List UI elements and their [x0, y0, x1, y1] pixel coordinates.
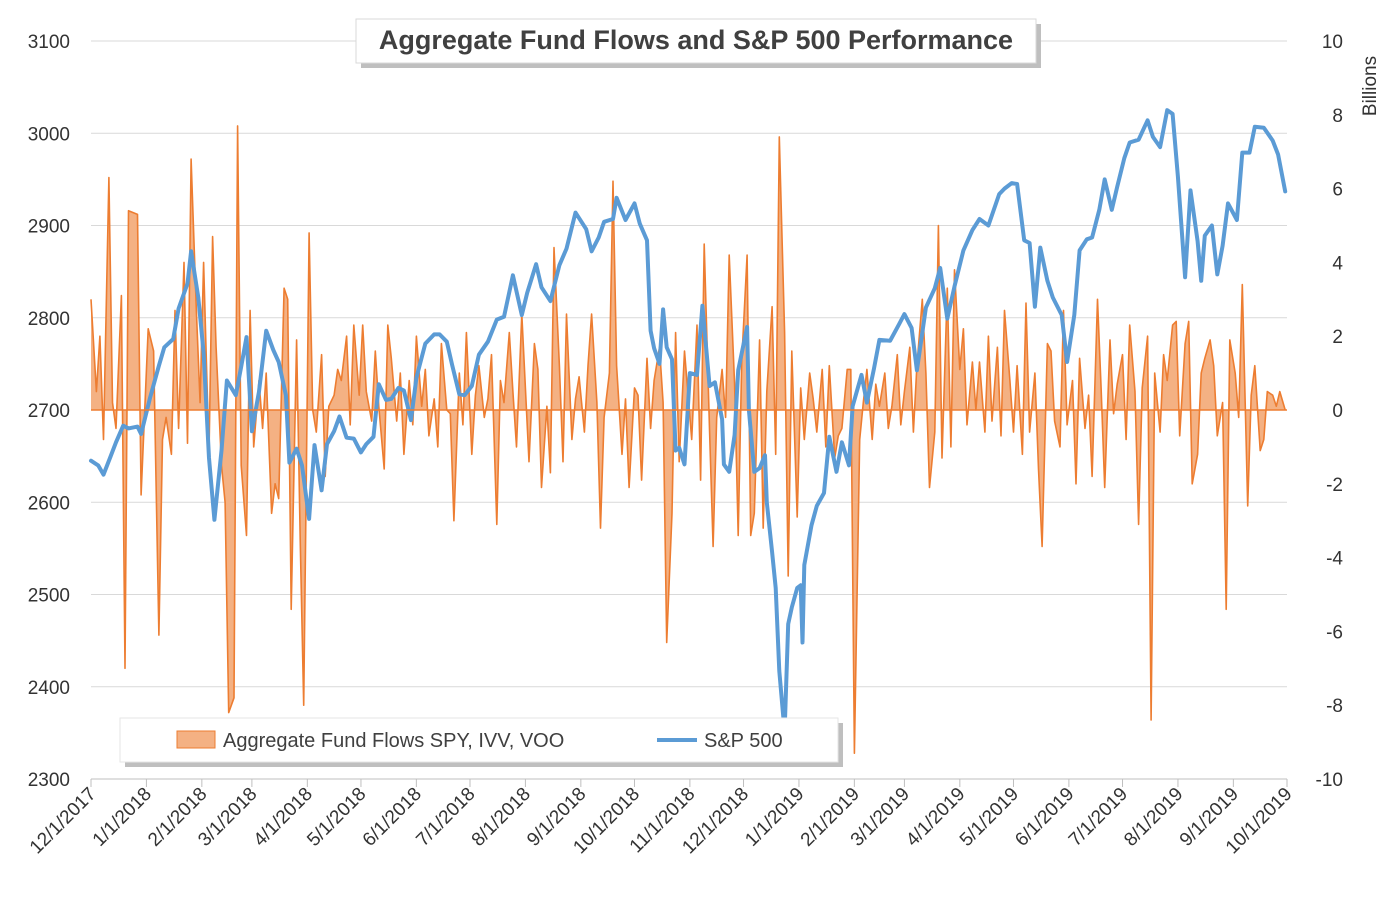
left-tick-label: 2800	[28, 309, 70, 330]
right-tick-label: -10	[1316, 770, 1343, 791]
right-tick-label: 8	[1332, 106, 1343, 127]
right-tick-label: 10	[1322, 32, 1343, 53]
right-tick-label: -6	[1326, 622, 1343, 643]
left-tick-label: 2600	[28, 493, 70, 514]
x-tick-label: 5/1/2019	[956, 784, 1023, 851]
sp500-line	[89, 108, 1288, 734]
x-tick-label: 4/1/2019	[902, 784, 969, 851]
x-tick-label: 1/1/2018	[89, 784, 156, 851]
x-tick-label: 8/1/2019	[1120, 784, 1187, 851]
legend-swatch-fund-flows	[176, 730, 216, 749]
right-tick-label: -2	[1326, 475, 1343, 496]
fund-flows-line	[90, 125, 1286, 755]
left-tick-label: 3100	[28, 32, 70, 53]
right-axis-title: Billions	[1360, 56, 1381, 116]
x-tick-label: 12/1/2017	[26, 784, 101, 859]
left-tick-label: 2700	[28, 401, 70, 422]
x-tick-label: 7/1/2018	[412, 784, 479, 851]
right-tick-label: 6	[1332, 180, 1343, 201]
left-tick-label: 2900	[28, 217, 70, 238]
right-axis-ticks: 10 8 6 4 2 0 -2 -4 -6 -8 -10	[1316, 32, 1344, 791]
right-tick-label: -4	[1326, 549, 1343, 570]
left-tick-label: 2400	[28, 678, 70, 699]
x-axis-ticks: 12/1/20171/1/20182/1/20183/1/20184/1/201…	[26, 779, 1297, 858]
legend-label-fund-flows: Aggregate Fund Flows SPY, IVV, VOO	[223, 730, 564, 752]
x-tick-label: 7/1/2019	[1065, 784, 1132, 851]
left-tick-label: 3000	[28, 124, 70, 145]
left-tick-label: 2300	[28, 770, 70, 791]
legend-label-sp500: S&P 500	[704, 730, 783, 752]
left-tick-label: 2500	[28, 586, 70, 607]
right-tick-label: 0	[1332, 401, 1343, 422]
sp500-series	[89, 108, 1288, 734]
left-axis-ticks: 3100 3000 2900 2800 2700 2600 2500 2400 2300	[28, 32, 70, 791]
chart-title-box: Aggregate Fund Flows and S&P 500 Perform…	[355, 18, 1041, 68]
x-tick-label: 5/1/2018	[303, 784, 370, 851]
x-tick-label: 1/1/2019	[741, 784, 808, 851]
axes	[91, 409, 1287, 780]
right-tick-label: 2	[1332, 327, 1343, 348]
x-tick-label: 8/1/2018	[468, 784, 535, 851]
right-tick-label: -8	[1326, 696, 1343, 717]
right-tick-label: 4	[1332, 253, 1343, 274]
chart-title: Aggregate Fund Flows and S&P 500 Perform…	[379, 25, 1013, 55]
legend: Aggregate Fund Flows SPY, IVV, VOO S&P 5…	[119, 717, 843, 767]
fund-flows-series	[90, 125, 1286, 755]
